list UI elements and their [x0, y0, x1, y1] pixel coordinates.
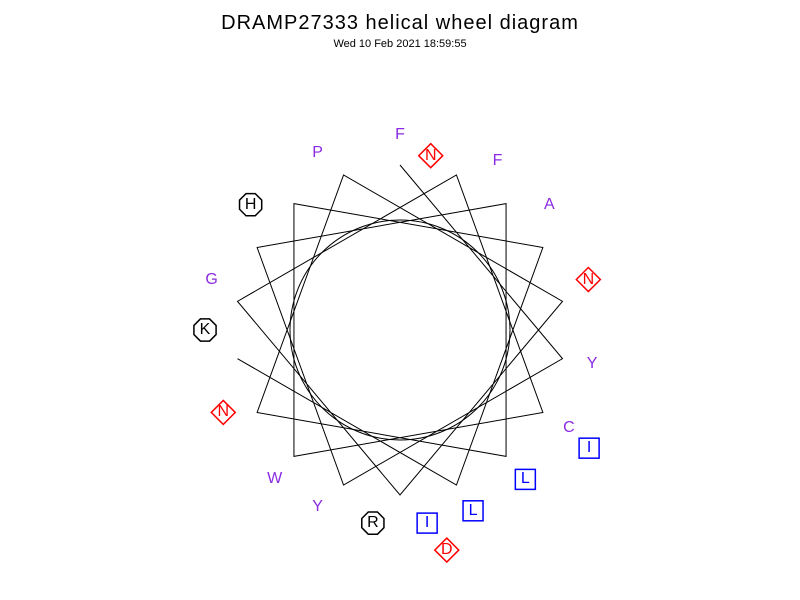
residue-19-R: R: [367, 514, 379, 532]
residue-7-G: G: [205, 271, 217, 289]
residue-17-I: I: [425, 514, 429, 532]
residue-18-D: D: [441, 541, 453, 559]
residue-0-F: F: [395, 126, 405, 144]
residue-4-A: A: [544, 196, 555, 214]
residue-8-Y: Y: [587, 355, 598, 373]
residue-11-I: I: [587, 439, 591, 457]
residue-2-F: F: [493, 152, 503, 170]
residue-9-K: K: [200, 321, 211, 339]
residue-13-L: L: [521, 470, 530, 488]
residue-1-N: N: [425, 147, 437, 165]
residue-3-P: P: [312, 144, 323, 162]
residue-5-H: H: [245, 196, 257, 214]
residue-15-L: L: [469, 502, 478, 520]
helical-wheel-svg: [0, 0, 800, 600]
residue-16-Y: Y: [312, 498, 323, 516]
residue-14-W: W: [267, 470, 282, 488]
residue-10-C: C: [563, 419, 575, 437]
residue-12-N: N: [217, 403, 229, 421]
residue-6-N: N: [583, 271, 595, 289]
